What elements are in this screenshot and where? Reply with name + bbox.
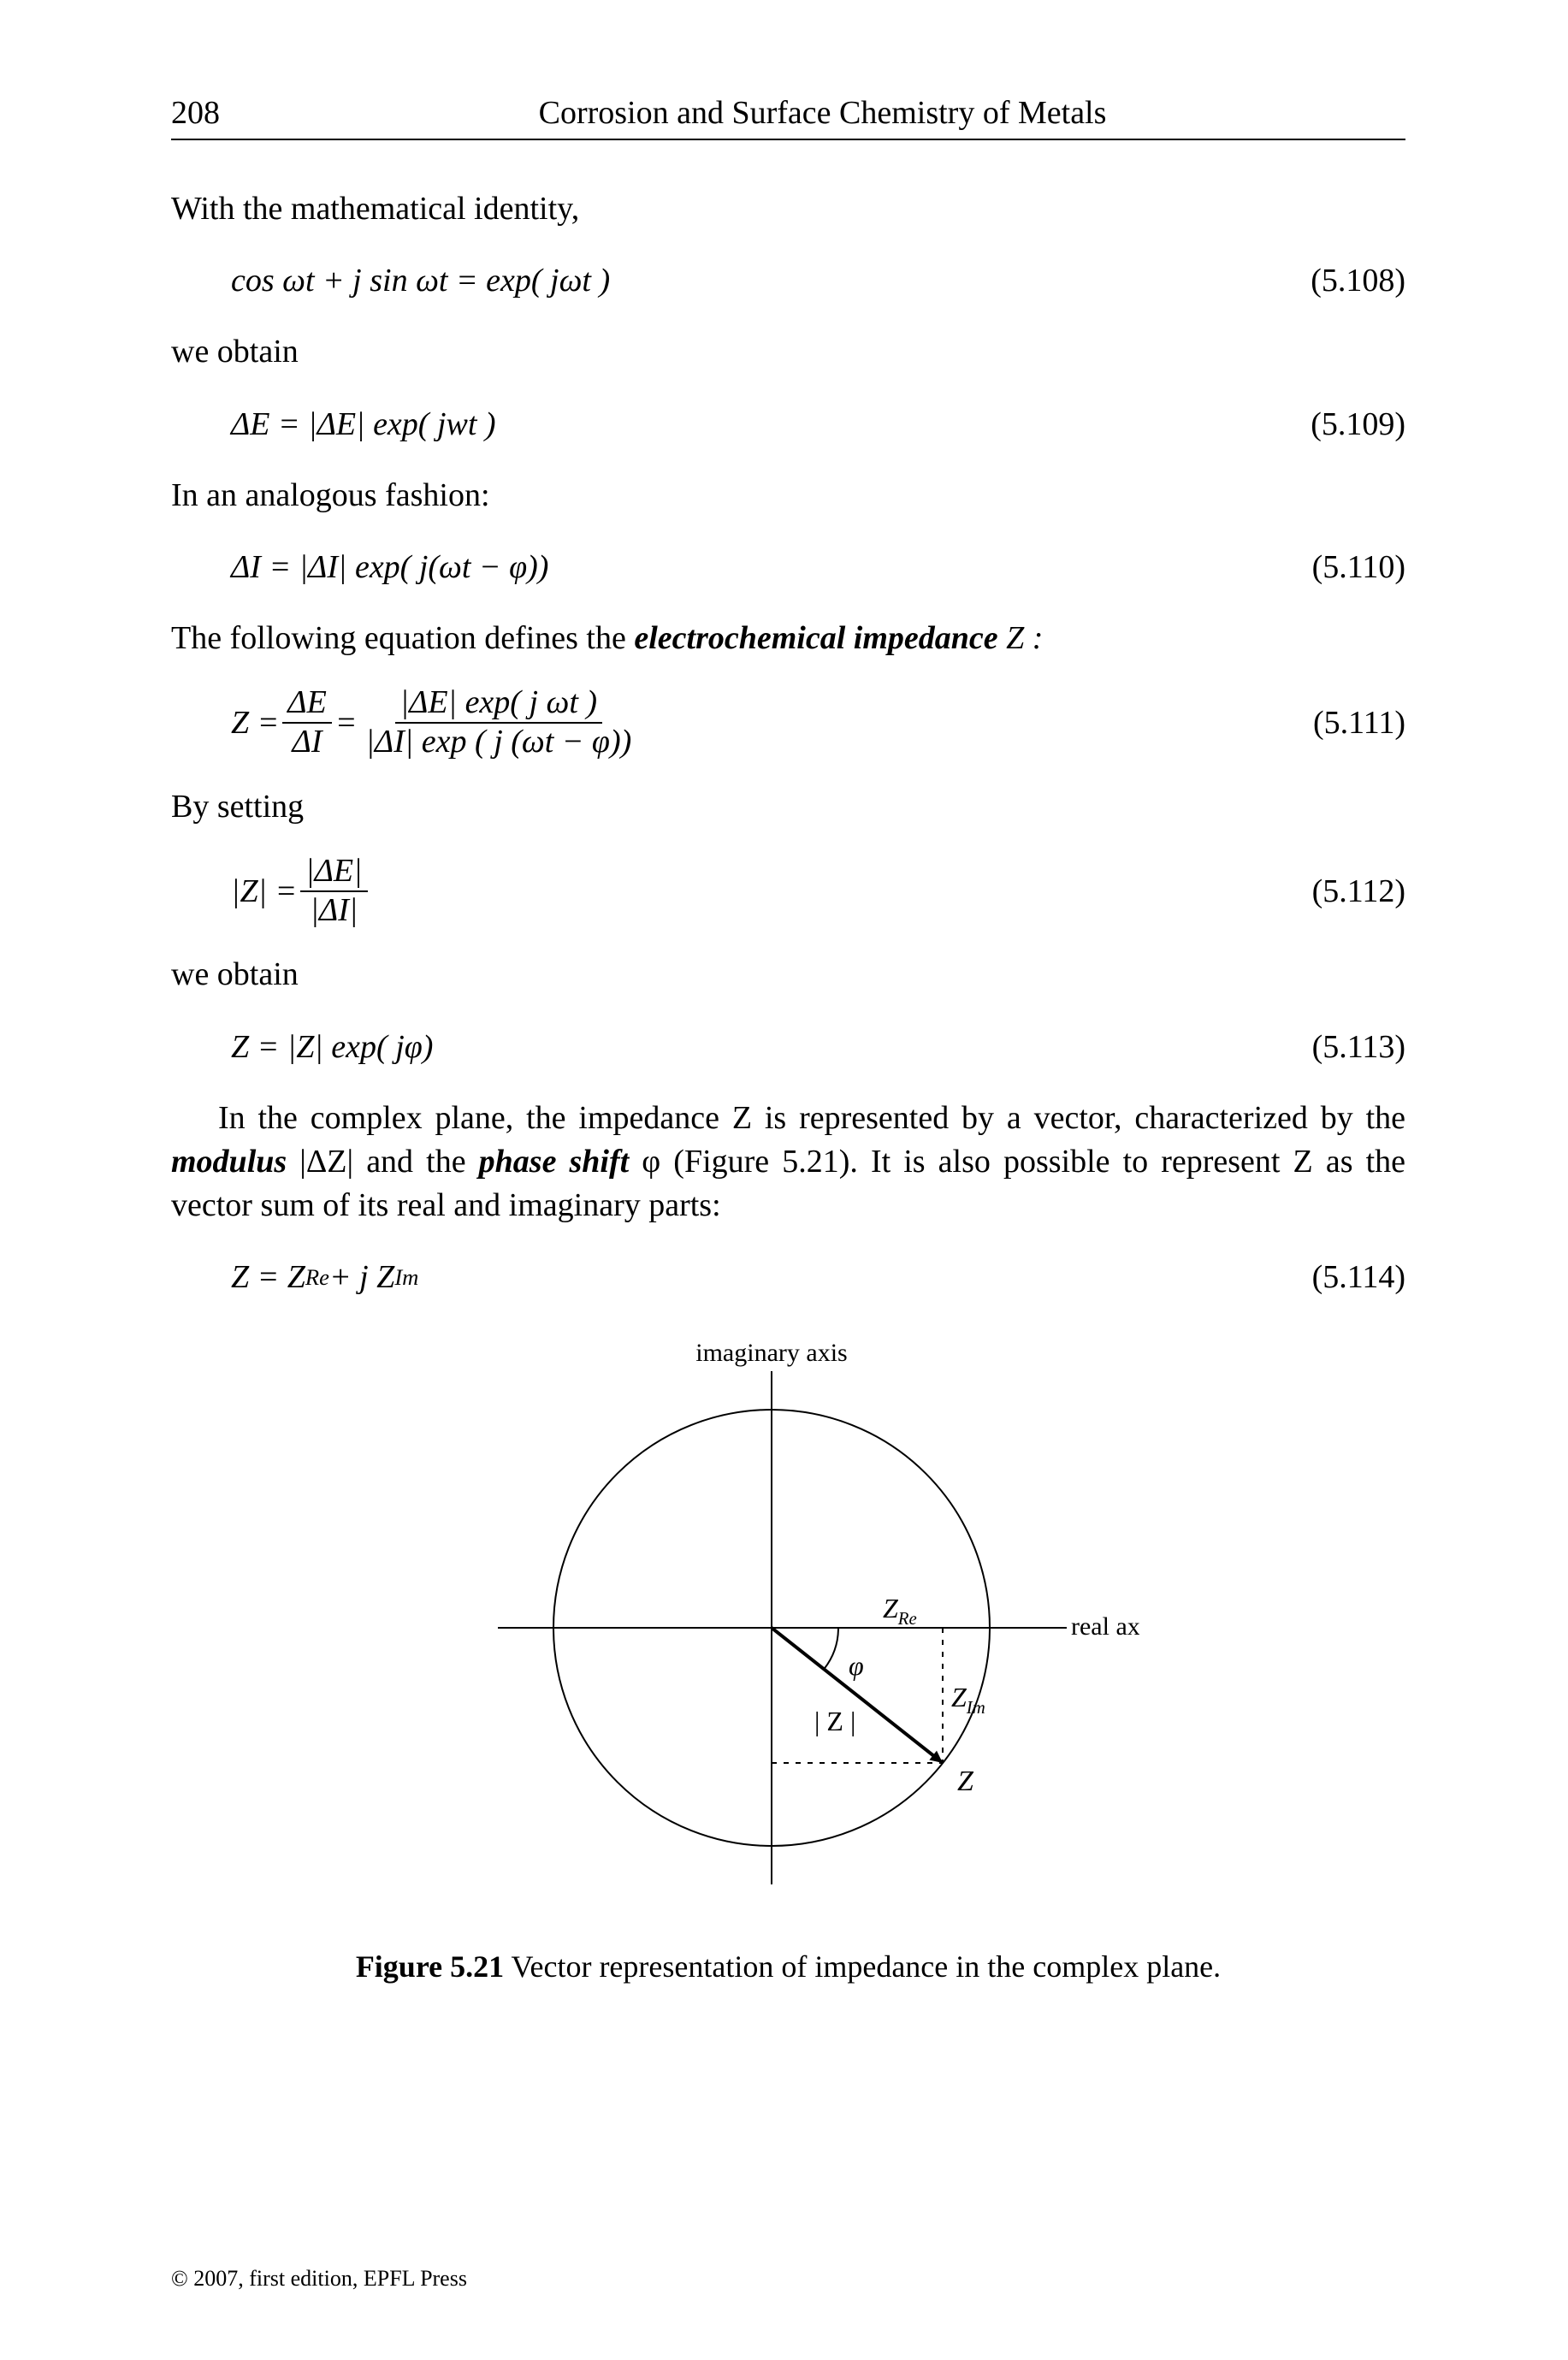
numerator: |ΔE| (300, 853, 367, 892)
figure-5-21: imaginary axis real axis ZRe ZIm φ | Z | Z Fig… (171, 1337, 1405, 1984)
paragraph: The following equation defines the elect… (171, 617, 1405, 660)
figure-label: Figure 5.21 (356, 1949, 504, 1984)
equation-number: (5.108) (1293, 262, 1405, 299)
page-header: 208 Corrosion and Surface Chemistry of M… (171, 94, 1405, 140)
text: In the complex plane, the impedance Z is… (218, 1100, 1405, 1136)
denominator: |ΔI| exp ( j (ωt − φ)) (360, 724, 636, 761)
equation-body: Z = |Z| exp( jφ) (171, 1021, 1295, 1073)
page-number: 208 (171, 94, 240, 132)
eq-part: Z = Z (231, 1258, 305, 1296)
numerator: |ΔE| exp( j ωt ) (395, 684, 602, 724)
equation-5-113: Z = |Z| exp( jφ) (5.113) (171, 1021, 1405, 1073)
equation-body: Z = ZRe + j ZIm (171, 1251, 1295, 1303)
paragraph: With the mathematical identity, (171, 187, 1405, 231)
equation-number: (5.113) (1295, 1028, 1405, 1066)
svg-text:| Z |: | Z | (814, 1706, 855, 1736)
equation-5-110: ΔI = |ΔI| exp( j(ωt − φ)) (5.110) (171, 541, 1405, 593)
fraction: |ΔE| |ΔI| (300, 853, 367, 929)
text: The following equation defines the (171, 620, 634, 656)
page: 208 Corrosion and Surface Chemistry of M… (0, 0, 1568, 2360)
paragraph: we obtain (171, 953, 1405, 997)
svg-text:real axis: real axis (1071, 1612, 1139, 1641)
text: |ΔZ| and the (287, 1144, 478, 1180)
eq-mid: = (335, 704, 358, 742)
equation-body: ΔE = |ΔE| exp( jwt ) (171, 399, 1293, 450)
equation-5-112: |Z| = |ΔE| |ΔI| (5.112) (171, 853, 1405, 929)
equation-5-111: Z = ΔE ΔI = |ΔE| exp( j ωt ) |ΔI| exp ( … (171, 684, 1405, 760)
term-modulus: modulus (171, 1144, 287, 1180)
equation-body: cos ωt + j sin ωt = exp( jωt ) (171, 255, 1293, 306)
equation-body: ΔI = |ΔI| exp( j(ωt − φ)) (171, 541, 1295, 593)
copyright-notice: © 2007, first edition, EPFL Press (171, 2266, 467, 2292)
equation-5-109: ΔE = |ΔE| exp( jwt ) (5.109) (171, 399, 1405, 450)
denominator: |ΔI| (305, 892, 363, 930)
svg-text:ZRe: ZRe (883, 1593, 917, 1629)
numerator: ΔE (282, 684, 332, 724)
paragraph: In an analogous fashion: (171, 474, 1405, 518)
paragraph: In the complex plane, the impedance Z is… (171, 1097, 1405, 1228)
fraction: |ΔE| exp( j ωt ) |ΔI| exp ( j (ωt − φ)) (360, 684, 636, 760)
paragraph: By setting (171, 785, 1405, 829)
subscript: Re (305, 1264, 329, 1291)
running-title: Corrosion and Surface Chemistry of Metal… (240, 94, 1405, 132)
equation-number: (5.109) (1293, 405, 1405, 443)
equation-body: Z = ΔE ΔI = |ΔE| exp( j ωt ) |ΔI| exp ( … (171, 684, 1296, 760)
equation-number: (5.114) (1295, 1258, 1405, 1296)
svg-text:Z: Z (957, 1766, 974, 1797)
impedance-vector-diagram: imaginary axis real axis ZRe ZIm φ | Z | Z (438, 1337, 1139, 1919)
paragraph: we obtain (171, 330, 1405, 374)
eq-part: + j Z (329, 1258, 394, 1296)
equation-number: (5.111) (1296, 704, 1405, 742)
figure-caption-text: Vector representation of impedance in th… (504, 1949, 1221, 1984)
fraction: ΔE ΔI (282, 684, 332, 760)
term-electrochemical-impedance: electrochemical impedance (634, 620, 997, 656)
equation-number: (5.112) (1295, 872, 1405, 910)
eq-lhs: Z = (231, 704, 279, 742)
term-phase-shift: phase shift (479, 1144, 630, 1180)
equation-body: |Z| = |ΔE| |ΔI| (171, 853, 1295, 929)
subscript: Im (394, 1264, 418, 1291)
eq-lhs: |Z| = (231, 872, 297, 910)
svg-text:ZIm: ZIm (951, 1682, 985, 1718)
equation-number: (5.110) (1295, 548, 1405, 586)
text: Z : (998, 620, 1044, 656)
svg-text:φ: φ (849, 1650, 864, 1681)
denominator: ΔI (287, 724, 328, 761)
equation-5-108: cos ωt + j sin ωt = exp( jωt ) (5.108) (171, 255, 1405, 306)
figure-caption: Figure 5.21 Vector representation of imp… (171, 1949, 1405, 1984)
svg-text:imaginary axis: imaginary axis (695, 1339, 847, 1367)
equation-5-114: Z = ZRe + j ZIm (5.114) (171, 1251, 1405, 1303)
